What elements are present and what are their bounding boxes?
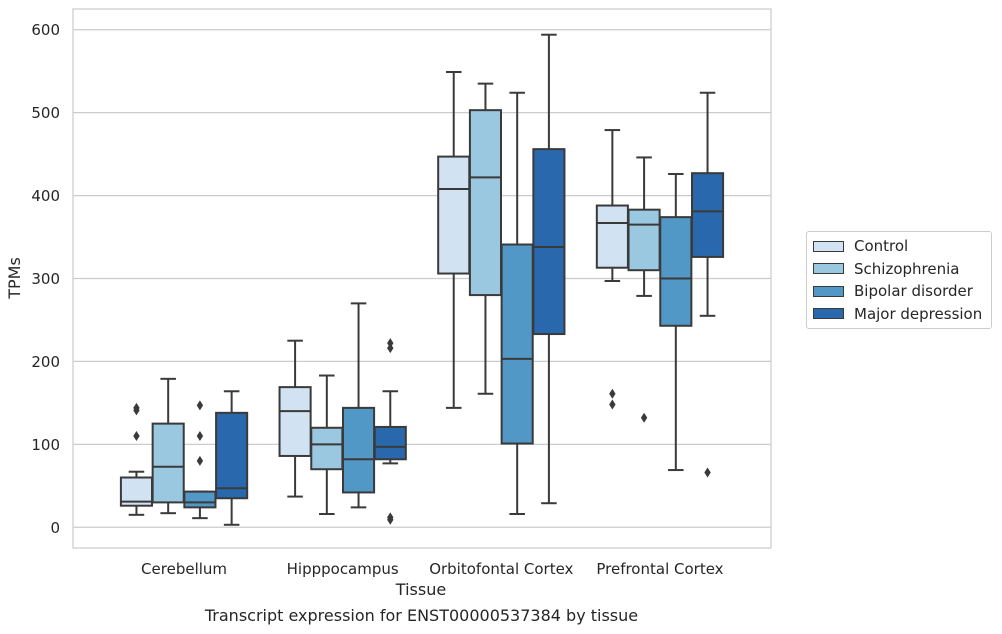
x-axis-label: Tissue — [395, 580, 446, 599]
x-tick-label: Hipppocampus — [287, 560, 399, 578]
box-schizophrenia-prefrontal-cortex — [627, 156, 661, 423]
legend-item-bipolar-disorder: Bipolar disorder — [807, 280, 991, 303]
box-major-depression-hipppocampus — [373, 338, 407, 525]
box-body — [595, 204, 629, 269]
y-tick-label: 0 — [50, 519, 60, 537]
outlier-point — [133, 431, 140, 442]
legend-item-schizophrenia: Schizophrenia — [807, 258, 991, 281]
legend-label: Bipolar disorder — [854, 282, 973, 301]
y-tick-label: 500 — [31, 104, 60, 122]
figure-caption: Transcript expression for ENST0000053738… — [204, 606, 639, 625]
y-tick-label: 100 — [31, 436, 60, 454]
box-body — [183, 490, 217, 509]
legend-item-control: Control — [807, 235, 991, 258]
box-control-cerebellum — [119, 402, 154, 516]
legend-swatch — [813, 240, 844, 252]
x-tick-label: Prefrontal Cortex — [596, 560, 723, 578]
box-body — [690, 172, 725, 258]
y-tick-label: 400 — [31, 187, 60, 205]
outlier-point — [640, 412, 648, 423]
box-body — [627, 208, 661, 272]
y-tick-label: 200 — [31, 353, 60, 371]
plot-area-frame — [72, 8, 772, 549]
grid-lines — [73, 29, 771, 528]
legend: Control Schizophrenia Bipolar disorder Majo… — [806, 231, 992, 329]
y-axis-label: TPMs — [5, 257, 24, 300]
box-schizophrenia-cerebellum — [151, 377, 185, 515]
y-tick-label: 300 — [31, 270, 60, 288]
x-tick-label: Cerebellum — [141, 560, 227, 578]
outlier-point — [387, 338, 394, 349]
box-bipolar-disorder-cerebellum — [183, 400, 217, 520]
box-bipolar-disorder-hipppocampus — [341, 302, 376, 509]
box-bipolar-disorder-orbitofontal-cortex — [500, 91, 534, 516]
outlier-point — [196, 400, 204, 411]
box-body — [341, 406, 376, 494]
box-schizophrenia-hipppocampus — [310, 374, 344, 516]
box-control-prefrontal-cortex — [595, 129, 629, 410]
box-body — [532, 148, 566, 336]
box-major-depression-orbitofontal-cortex — [532, 33, 566, 505]
box-body — [151, 422, 185, 504]
outlier-point — [133, 402, 140, 413]
outlier-point — [609, 399, 616, 410]
legend-swatch — [813, 308, 844, 320]
box-schizophrenia-orbitofontal-cortex — [468, 82, 503, 395]
y-tick-label: 600 — [31, 21, 60, 39]
box-body — [468, 109, 503, 297]
box-body — [278, 386, 312, 457]
box-body — [659, 216, 693, 327]
box-control-hipppocampus — [278, 339, 312, 498]
y-axis-ticks: 0 100 200 300 400 500 600 — [31, 21, 60, 537]
box-control-orbitofontal-cortex — [437, 71, 471, 409]
legend-swatch — [813, 285, 844, 297]
outlier-point — [609, 388, 616, 399]
box-body — [437, 155, 471, 275]
box-body — [215, 411, 249, 500]
legend-label: Control — [854, 237, 909, 256]
legend-label: Schizophrenia — [854, 259, 960, 278]
x-axis-ticks: Cerebellum Hipppocampus Orbitofontal Corte… — [141, 560, 724, 578]
box-body — [373, 425, 407, 461]
outlier-point — [196, 455, 204, 466]
box-layer — [119, 33, 725, 526]
outlier-point — [196, 431, 204, 442]
box-major-depression-prefrontal-cortex — [690, 91, 725, 478]
x-tick-label: Orbitofontal Cortex — [429, 560, 573, 578]
legend-item-major-depression: Major depression — [807, 303, 991, 326]
legend-swatch — [813, 263, 844, 275]
outlier-point — [704, 467, 711, 478]
outlier-point — [387, 512, 394, 523]
box-major-depression-cerebellum — [215, 390, 249, 526]
box-body — [310, 426, 344, 471]
box-body — [500, 243, 534, 445]
box-bipolar-disorder-prefrontal-cortex — [659, 173, 693, 472]
legend-label: Major depression — [854, 304, 983, 323]
